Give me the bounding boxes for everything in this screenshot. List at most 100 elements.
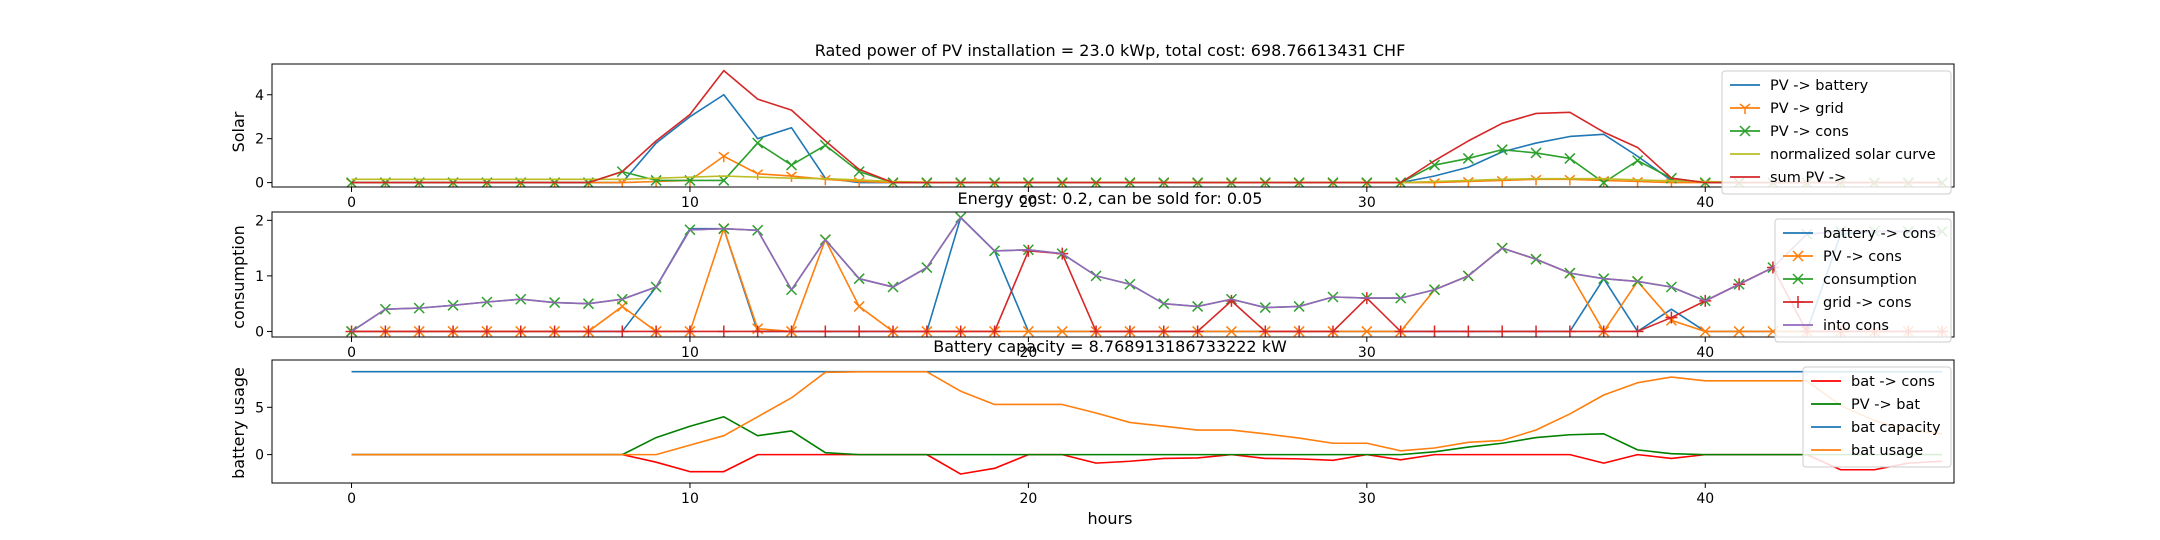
consumption-series-grid-cons-point-23 bbox=[1123, 325, 1136, 337]
consumption-series-grid-cons-point-4 bbox=[480, 325, 493, 337]
consumption-xtick-label-0: 0 bbox=[347, 345, 356, 361]
solar-legend-pv-grid-marker bbox=[1739, 103, 1751, 114]
consumption-ytick-label-2: 2 bbox=[255, 213, 264, 229]
consumption-series-grid-cons-point-24 bbox=[1157, 325, 1170, 337]
consumption-legend-battery-cons-label: battery -> cons bbox=[1823, 226, 1936, 242]
consumption-series-pv-cons-point-30 bbox=[1361, 325, 1373, 337]
battery-xtick-label-0: 0 bbox=[347, 491, 356, 507]
solar-series-pv-cons-point-11 bbox=[718, 174, 730, 186]
battery-panel: Battery capacity = 8.768913186733222 kW … bbox=[229, 337, 1955, 528]
consumption-xtick-label-30: 30 bbox=[1358, 345, 1376, 361]
consumption-series-grid-cons-point-11 bbox=[717, 325, 730, 337]
solar-axes-frame bbox=[271, 63, 1955, 188]
solar-series-pv-cons-point-38 bbox=[1632, 155, 1644, 167]
solar-xtick-label-40: 40 bbox=[1696, 195, 1714, 211]
battery-panel-xlabel: hours bbox=[1088, 509, 1133, 528]
battery-legend-bat-capacity-label: bat capacity bbox=[1851, 420, 1941, 436]
consumption-series-grid-cons-point-35 bbox=[1530, 325, 1543, 337]
consumption-series-grid-cons-point-9 bbox=[650, 325, 663, 337]
consumption-series-grid-cons-point-19 bbox=[988, 325, 1001, 337]
consumption-series-grid-cons-point-14 bbox=[819, 325, 832, 337]
solar-legend: PV -> battery PV -> grid PV -> cons normali… bbox=[1721, 70, 1952, 195]
consumption-series-grid-cons-point-1 bbox=[379, 325, 392, 337]
battery-legend-bat-usage-label: bat usage bbox=[1851, 443, 1923, 459]
consumption-legend: battery -> cons PV -> cons consumption grid… bbox=[1774, 218, 1952, 343]
solar-legend-pv-grid-label: PV -> grid bbox=[1770, 101, 1844, 117]
consumption-series-group bbox=[345, 212, 1949, 337]
consumption-series-grid-cons-point-22 bbox=[1090, 325, 1103, 337]
solar-legend-sum-pv-label: sum PV -> bbox=[1770, 170, 1846, 186]
solar-legend-pv-battery-label: PV -> battery bbox=[1770, 78, 1869, 94]
consumption-legend-grid-cons-marker bbox=[1792, 296, 1804, 308]
consumption-series-grid-cons-point-13 bbox=[785, 325, 798, 337]
consumption-series-pv-cons-point-20 bbox=[1022, 325, 1034, 337]
consumption-series-grid-cons-point-25 bbox=[1191, 325, 1204, 337]
consumption-series-grid-cons-point-18 bbox=[954, 325, 967, 337]
battery-xtick-label-40: 40 bbox=[1696, 491, 1714, 507]
consumption-series-grid-cons-point-31 bbox=[1394, 325, 1407, 337]
consumption-series-pv-cons-point-15 bbox=[853, 300, 865, 312]
solar-series-pv-grid-point-11 bbox=[718, 151, 730, 163]
battery-xtick-label-10: 10 bbox=[681, 491, 699, 507]
consumption-panel-title: Energy cost: 0.2, can be sold for: 0.05 bbox=[958, 189, 1263, 208]
solar-legend-box bbox=[1721, 70, 1952, 195]
solar-series-pv-cons-point-35 bbox=[1530, 147, 1542, 159]
battery-legend-pv-bat-label: PV -> bat bbox=[1851, 397, 1920, 413]
consumption-series-pv-cons-point-41 bbox=[1733, 325, 1745, 337]
consumption-series-pv-cons-point-26 bbox=[1225, 325, 1237, 337]
consumption-series-grid-cons-point-2 bbox=[413, 325, 426, 337]
solar-panel-title: Rated power of PV installation = 23.0 kW… bbox=[815, 41, 1406, 60]
consumption-series-grid-cons-point-27 bbox=[1259, 325, 1272, 337]
battery-ytick-label-5: 5 bbox=[255, 400, 264, 416]
consumption-legend-box bbox=[1774, 218, 1952, 343]
solar-xtick-label-20: 20 bbox=[1019, 195, 1037, 211]
consumption-legend-pv-cons-marker bbox=[1792, 250, 1804, 262]
consumption-ytick-label-0: 0 bbox=[255, 324, 264, 340]
consumption-series-grid-cons-point-15 bbox=[853, 325, 866, 337]
battery-legend: bat -> cons PV -> bat bat capacity bat usag… bbox=[1802, 366, 1952, 468]
consumption-series-grid-cons-point-36 bbox=[1563, 325, 1576, 337]
consumption-series-grid-cons-point-10 bbox=[683, 325, 696, 337]
solar-panel-ylabel: Solar bbox=[229, 111, 248, 152]
consumption-series-grid-cons-point-6 bbox=[548, 325, 561, 337]
consumption-series-grid-cons-point-28 bbox=[1293, 325, 1306, 337]
battery-panel-marks: 0 5 0 10 20 30 40 bat -> cons PV -> bat bat capac… bbox=[255, 359, 1955, 507]
solar-series-pv-cons-point-36 bbox=[1564, 152, 1576, 164]
consumption-legend-into-cons-label: into cons bbox=[1823, 318, 1889, 334]
consumption-panel: Energy cost: 0.2, can be sold for: 0.05 … bbox=[229, 189, 1955, 361]
battery-panel-ylabel: battery usage bbox=[229, 367, 248, 479]
battery-ytick-label-0: 0 bbox=[255, 448, 264, 464]
solar-xtick-label-0: 0 bbox=[347, 195, 356, 211]
battery-legend-box bbox=[1802, 366, 1952, 468]
battery-panel-title: Battery capacity = 8.768913186733222 kW bbox=[933, 337, 1287, 356]
solar-legend-normalized-solar-curve-label: normalized solar curve bbox=[1770, 147, 1936, 163]
consumption-legend-consumption-label: consumption bbox=[1823, 272, 1917, 288]
consumption-series-grid-cons-point-8 bbox=[616, 325, 629, 337]
solar-series-pv-cons-point-32 bbox=[1428, 159, 1441, 171]
consumption-series-grid-cons-point-16 bbox=[887, 325, 900, 337]
battery-series-group bbox=[351, 370, 1943, 475]
consumption-series-grid-cons-point-38 bbox=[1631, 325, 1644, 337]
consumption-series-pv-cons-point-40 bbox=[1699, 325, 1711, 337]
solar-legend-pv-cons-marker bbox=[1739, 125, 1751, 137]
solar-series-pv-cons-point-13 bbox=[785, 159, 798, 171]
solar-series-pv-cons-point-9 bbox=[650, 174, 662, 186]
solar-series-pv-cons-point-33 bbox=[1462, 152, 1474, 164]
consumption-legend-grid-cons-label: grid -> cons bbox=[1823, 295, 1912, 311]
consumption-series-grid-cons-point-39 bbox=[1665, 311, 1678, 324]
consumption-series-into-cons-line bbox=[351, 216, 1943, 333]
consumption-series-grid-cons-point-5 bbox=[514, 325, 527, 337]
battery-series-bat-usage-line bbox=[351, 371, 1943, 456]
consumption-series-grid-cons-point-0 bbox=[345, 325, 358, 337]
solar-series-pv-cons-point-34 bbox=[1496, 144, 1508, 156]
consumption-xtick-label-20: 20 bbox=[1019, 345, 1037, 361]
solar-panel: Rated power of PV installation = 23.0 kW… bbox=[229, 41, 1955, 211]
solar-ytick-label-4: 4 bbox=[255, 88, 264, 104]
solar-series-pv-cons-point-15 bbox=[853, 166, 865, 178]
solar-series-sum-pv-line bbox=[351, 69, 1943, 184]
consumption-series-grid-cons-point-3 bbox=[447, 325, 460, 337]
consumption-series-grid-cons-point-37 bbox=[1597, 325, 1610, 337]
